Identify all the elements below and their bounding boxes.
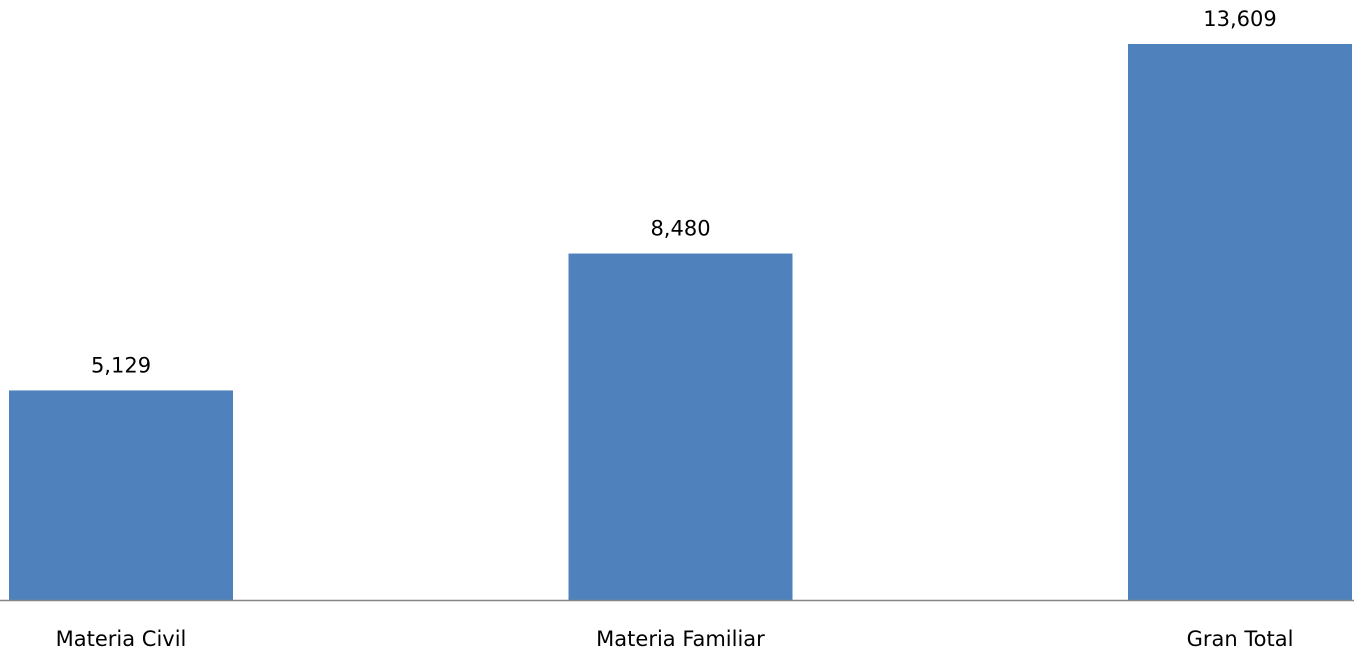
value-label-0: 5,129 [91, 353, 151, 377]
value-labels-group: 5,129 8,480 13,609 [91, 7, 1277, 377]
category-label-1: Materia Familiar [596, 627, 765, 651]
bar-0 [9, 390, 233, 600]
value-label-2: 13,609 [1203, 7, 1276, 31]
category-label-2: Gran Total [1187, 627, 1294, 651]
bar-2 [1128, 43, 1352, 600]
category-label-0: Materia Civil [56, 627, 187, 651]
bar-1 [568, 253, 793, 600]
value-label-1: 8,480 [650, 217, 710, 241]
category-labels-group: Materia Civil Materia Familiar Gran Total [56, 627, 1294, 651]
bars-group [9, 43, 1352, 600]
